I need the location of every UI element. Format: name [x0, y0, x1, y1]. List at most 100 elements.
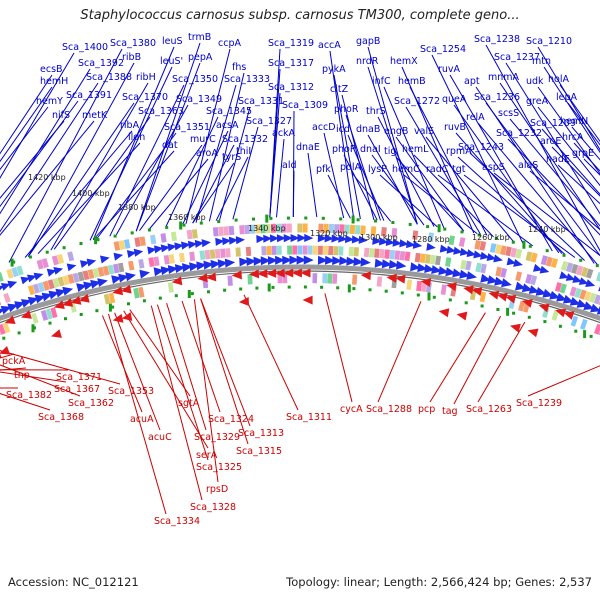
ring-dot [182, 223, 186, 227]
gene-block [445, 257, 452, 267]
ring-dot [527, 315, 531, 319]
reverse-gene-label: Sca_1367 [54, 384, 100, 395]
ring-dot [147, 228, 151, 232]
forward-arrow [267, 256, 278, 265]
forward-gene-label: mnmA [488, 72, 520, 83]
gene-block [133, 287, 140, 299]
ring-tick [437, 224, 441, 233]
ring-dot [443, 227, 447, 231]
forward-leader-line [208, 72, 245, 222]
forward-leader-line [395, 156, 465, 232]
forward-arrow [486, 253, 497, 261]
forward-gene-label: nadE [546, 154, 570, 165]
gene-block [585, 268, 594, 279]
gene-block [510, 247, 518, 258]
gene-block [103, 293, 111, 305]
gene-block [594, 323, 600, 335]
forward-arrow [290, 234, 300, 243]
reverse-arrow [70, 296, 82, 305]
ring-dot [511, 240, 515, 244]
forward-leader-line [27, 62, 135, 257]
forward-leader-line [551, 146, 600, 197]
forward-leader-line [307, 152, 318, 218]
forward-arrow [0, 305, 12, 315]
gene-block [27, 285, 36, 296]
gene-block [138, 286, 145, 298]
ring-dot [255, 286, 259, 290]
forward-leader-line [477, 122, 598, 265]
gene-block [404, 251, 411, 262]
forward-arrow [256, 235, 266, 244]
gene-block [108, 292, 116, 304]
ring-tick [506, 307, 510, 316]
ring-dot [558, 324, 562, 328]
gene-block [0, 272, 4, 282]
ring-dot [199, 221, 203, 225]
reverse-arrow [0, 346, 11, 355]
forward-leader-line [185, 48, 231, 224]
reverse-arrow [496, 292, 508, 302]
ring-tick [108, 303, 112, 312]
reverse-arrow [121, 312, 133, 321]
ring-dot [303, 285, 307, 289]
gene-block [569, 286, 577, 297]
forward-arrow [97, 278, 108, 287]
genome-backbone-edge [0, 270, 600, 324]
forward-arrow [100, 255, 110, 264]
forward-arrow [303, 255, 314, 265]
forward-leader-line [0, 68, 91, 215]
forward-leader-line [437, 174, 534, 247]
forward-leader-line [8, 48, 123, 263]
forward-arrow [569, 297, 581, 306]
forward-gene-label: radC [426, 164, 449, 175]
forward-leader-line [0, 120, 95, 236]
forward-arrow [381, 259, 393, 269]
forward-arrow [139, 269, 150, 279]
forward-gene-label: fhs [232, 62, 246, 73]
forward-gene-label: ecsB [40, 64, 63, 75]
ring-dot [142, 299, 146, 303]
forward-leader-line [0, 100, 79, 208]
forward-arrow [412, 240, 423, 249]
forward-gene-label: greA [526, 96, 549, 107]
forward-arrow [276, 234, 286, 243]
forward-leader-line [135, 62, 201, 232]
reverse-leader-line [114, 312, 161, 431]
forward-leader-line [135, 42, 201, 232]
reverse-gene-label: Sca_1328 [190, 502, 236, 513]
forward-gene-label: hemX [390, 56, 418, 67]
gene-block [479, 291, 487, 303]
gene-block [40, 309, 49, 321]
reverse-leader-line [150, 305, 203, 501]
gene-block [186, 229, 193, 240]
forward-arrow [270, 234, 280, 243]
gene-block [0, 323, 6, 335]
forward-gene-label: hemH [40, 76, 68, 87]
forward-arrow [297, 233, 307, 242]
gene-block [480, 263, 487, 274]
accession-text: Accession: NC_012121 [8, 575, 139, 589]
forward-gene-label: grpE [572, 148, 594, 159]
forward-leader-line [453, 104, 560, 254]
gene-block [575, 265, 584, 276]
forward-gene-label: Sca_1238 [474, 34, 520, 45]
forward-leader-line [367, 46, 418, 225]
forward-arrow [533, 263, 543, 272]
forward-arrow [360, 257, 371, 267]
forward-arrow [585, 279, 596, 287]
ring-dot [271, 285, 275, 289]
reverse-arrow [360, 271, 371, 281]
reverse-arrow [386, 273, 397, 283]
gene-block [134, 237, 141, 247]
forward-arrow [539, 265, 550, 274]
forward-arrow [501, 278, 512, 288]
forward-gene-label: Sca_1232 [496, 128, 542, 139]
forward-gene-label: Sca_1317 [268, 58, 314, 69]
forward-leader-line [403, 174, 478, 234]
gene-block [542, 307, 550, 318]
forward-arrow [338, 234, 348, 243]
gene-block [191, 229, 198, 239]
ring-dot [252, 217, 255, 221]
reverse-gene-label: Sca_1362 [68, 398, 114, 409]
